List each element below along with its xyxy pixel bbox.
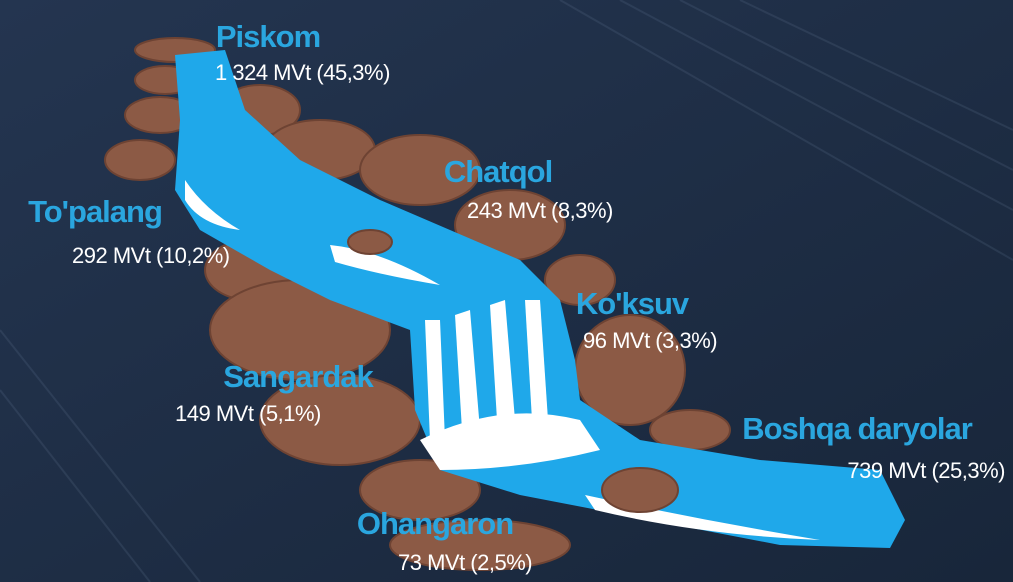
- river-value: 73 MVt (2,5%): [398, 550, 532, 575]
- river-name: Boshqa daryolar: [742, 411, 973, 446]
- river-name: Chatqol: [444, 154, 552, 189]
- river-value: 149 MVt (5,1%): [175, 401, 321, 426]
- river-value: 739 MVt (25,3%): [847, 458, 1005, 483]
- river-value: 243 MVt (8,3%): [467, 198, 613, 223]
- rock: [601, 467, 679, 513]
- river: [175, 50, 905, 548]
- river-name: Ohangaron: [357, 506, 513, 541]
- rock: [347, 229, 393, 255]
- river-value: 96 MVt (3,3%): [583, 328, 717, 353]
- river-value: 292 MVt (10,2%): [72, 243, 230, 268]
- river-name: Sangardak: [223, 359, 374, 394]
- river-name: To'palang: [28, 194, 162, 229]
- river-value: 1 324 MVt (45,3%): [215, 60, 390, 85]
- river-name: Ko'ksuv: [576, 286, 690, 321]
- river-name: Piskom: [216, 19, 320, 54]
- waterfall: [185, 180, 820, 540]
